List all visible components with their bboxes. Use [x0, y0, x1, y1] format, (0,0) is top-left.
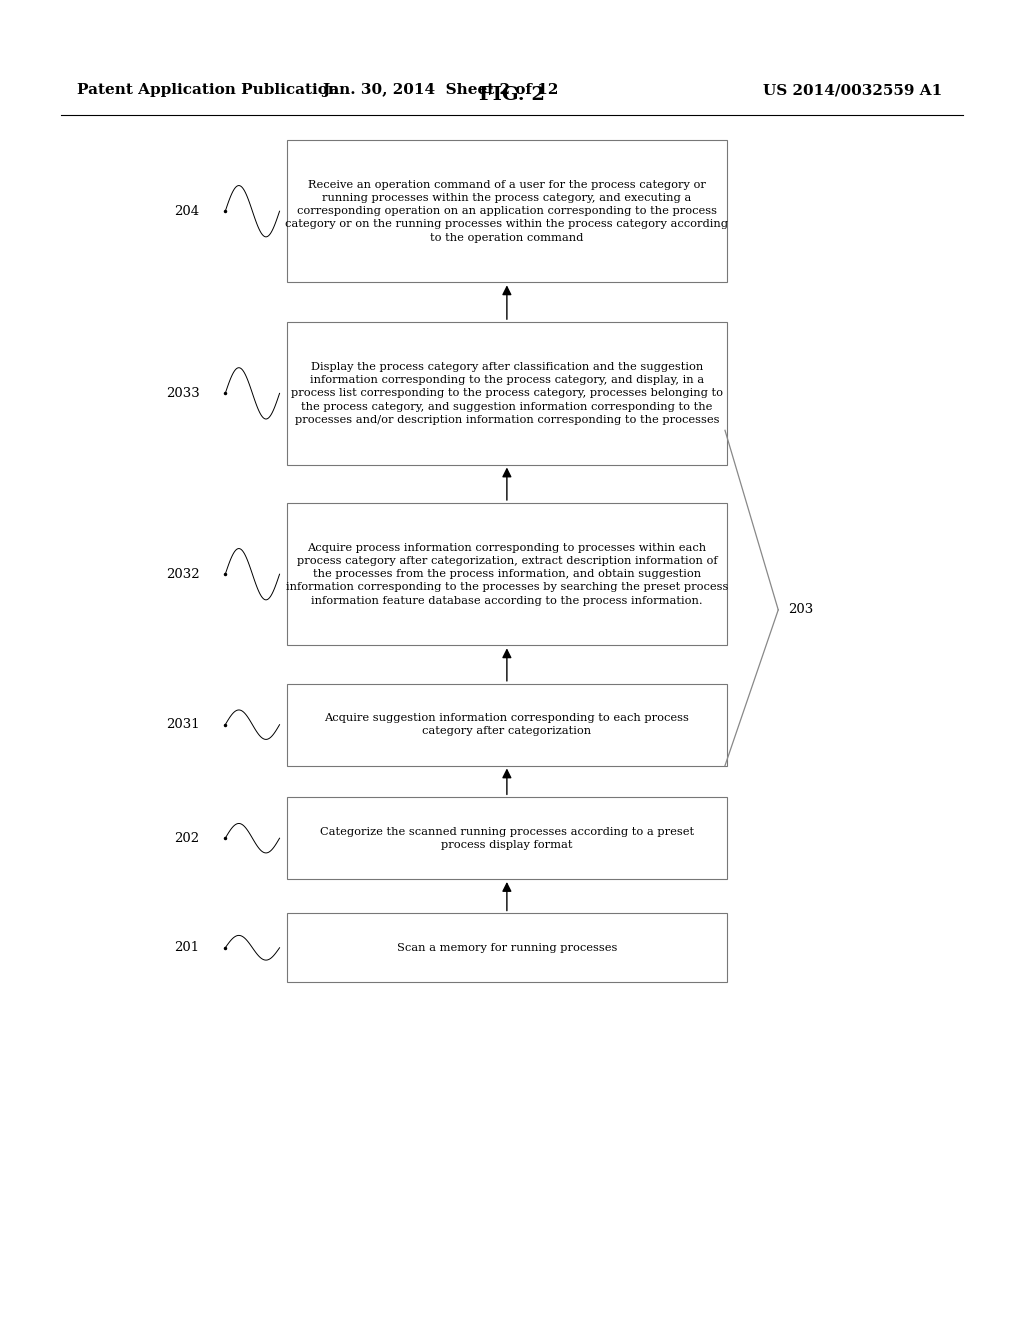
- Text: 2032: 2032: [166, 568, 200, 581]
- Bar: [287, 797, 727, 879]
- Text: FIG. 2: FIG. 2: [479, 86, 545, 104]
- Text: 201: 201: [174, 941, 200, 954]
- Text: Acquire process information corresponding to processes within each
process categ: Acquire process information correspondin…: [286, 543, 728, 606]
- Text: 202: 202: [174, 832, 200, 845]
- Bar: [287, 684, 727, 766]
- Text: Scan a memory for running processes: Scan a memory for running processes: [396, 942, 617, 953]
- Text: Patent Application Publication: Patent Application Publication: [77, 83, 339, 96]
- Text: 2031: 2031: [166, 718, 200, 731]
- Bar: [287, 322, 727, 465]
- Text: 203: 203: [788, 603, 814, 616]
- Text: Acquire suggestion information corresponding to each process
category after cate: Acquire suggestion information correspon…: [325, 713, 689, 737]
- Text: Display the process category after classification and the suggestion
information: Display the process category after class…: [291, 362, 723, 425]
- Bar: [287, 913, 727, 982]
- Text: 2033: 2033: [166, 387, 200, 400]
- Text: 204: 204: [174, 205, 200, 218]
- Bar: [287, 140, 727, 282]
- Text: Categorize the scanned running processes according to a preset
process display f: Categorize the scanned running processes…: [319, 826, 694, 850]
- Text: Jan. 30, 2014  Sheet 2 of 12: Jan. 30, 2014 Sheet 2 of 12: [323, 83, 558, 96]
- Text: Receive an operation command of a user for the process category or
running proce: Receive an operation command of a user f…: [286, 180, 728, 243]
- Bar: [287, 503, 727, 645]
- Text: US 2014/0032559 A1: US 2014/0032559 A1: [763, 83, 942, 96]
